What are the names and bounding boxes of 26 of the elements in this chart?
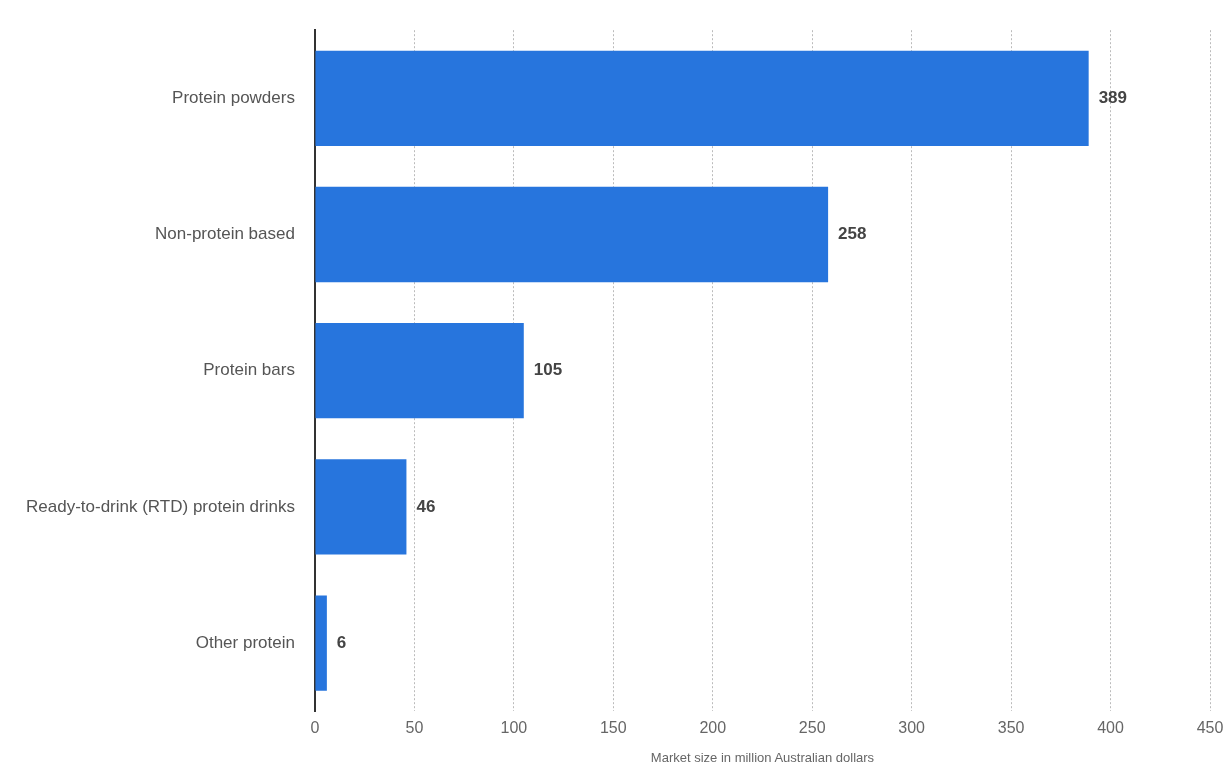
bar (315, 459, 407, 555)
bar (315, 595, 327, 691)
bar (315, 50, 1089, 146)
x-tick-label: 100 (500, 719, 528, 737)
y-tick-label: Other protein (195, 632, 295, 652)
bar (315, 186, 829, 283)
y-tick-label: Ready-to-drink (RTD) protein drinks (26, 496, 295, 516)
x-axis-title: Market size in million Australian dollars (650, 749, 875, 765)
y-tick-label: Protein bars (203, 360, 295, 380)
x-tick-label: 400 (1097, 719, 1124, 737)
x-tick-label: 350 (997, 719, 1025, 737)
y-tick-label: Non-protein based (155, 224, 295, 244)
data-label: 46 (416, 496, 436, 516)
x-tick-label: 0 (310, 719, 320, 737)
x-tick-label: 300 (898, 719, 926, 737)
data-label: 389 (1098, 87, 1128, 107)
x-tick-label: 250 (798, 719, 826, 737)
y-tick-label: Protein powders (172, 87, 295, 107)
data-label: 258 (838, 224, 867, 244)
x-tick-label: 150 (599, 719, 627, 737)
bar (315, 323, 524, 419)
data-label: 6 (336, 632, 347, 652)
data-label: 105 (533, 360, 563, 380)
x-tick-label: 200 (699, 719, 727, 737)
x-tick-label: 450 (1196, 719, 1224, 737)
x-tick-label: 50 (405, 719, 424, 737)
